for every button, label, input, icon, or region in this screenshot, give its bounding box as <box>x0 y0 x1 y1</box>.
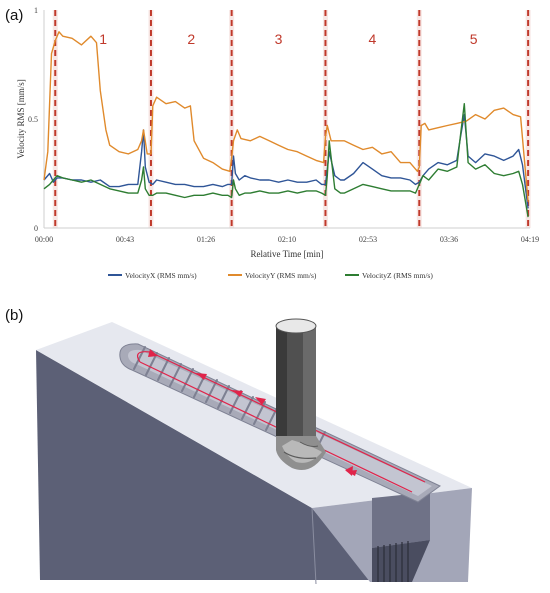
arrow-icon <box>196 373 207 380</box>
series-line-2 <box>43 31 529 202</box>
panel-label-b: (b) <box>5 307 23 324</box>
part-front-face <box>36 350 370 580</box>
y-axis-label: Velocity RMS [mm/s] <box>16 79 26 159</box>
pass-divider-shade <box>148 10 154 228</box>
pass-divider-shade <box>525 10 531 228</box>
legend-entry: VelocityX (RMS mm/s) <box>125 271 197 280</box>
x-axis-label: Relative Time [min] <box>251 249 324 259</box>
pass-label: 4 <box>368 31 376 47</box>
pass-divider-shade <box>416 10 422 228</box>
y-tick-label: 1 <box>34 6 38 15</box>
series-line-3 <box>43 102 529 218</box>
slot-cut-face <box>372 492 430 548</box>
series-lines <box>43 31 529 218</box>
milling-tool <box>275 318 326 470</box>
pass-label: 3 <box>275 31 283 47</box>
pass-divider-shade <box>52 10 58 228</box>
arrow-icon <box>148 349 158 357</box>
y-tick-label: 0.5 <box>28 115 38 124</box>
toolpath-arrowheads <box>148 349 357 476</box>
x-tick-labels: 00:00 00:43 01:26 02:10 02:53 03:36 04:19 <box>35 235 539 244</box>
arrow-icon <box>345 466 353 476</box>
y-tick-label: 0 <box>34 224 38 233</box>
x-tick-label: 03:36 <box>440 235 458 244</box>
x-tick-label: 01:26 <box>197 235 215 244</box>
legend-entry: VelocityY (RMS mm/s) <box>245 271 317 280</box>
series-line-1 <box>43 113 529 209</box>
y-tick-labels: 00.51 <box>28 6 38 233</box>
x-tick-label: 02:10 <box>278 235 296 244</box>
tool-top <box>275 318 317 334</box>
pass-label: 1 <box>99 31 107 47</box>
x-tick-label: 00:00 <box>35 235 53 244</box>
panel-label-a: (a) <box>5 7 23 24</box>
pass-divider-shade <box>322 10 328 228</box>
slot-wall <box>372 540 430 582</box>
legend-entry: VelocityZ (RMS mm/s) <box>362 271 433 280</box>
x-tick-label: 00:43 <box>116 235 134 244</box>
x-tick-label: 04:19 <box>521 235 539 244</box>
pass-divider-shade <box>229 10 235 228</box>
arrow-icon <box>232 390 243 397</box>
arrow-icon <box>255 397 266 405</box>
part-edge <box>311 507 317 585</box>
pass-label: 2 <box>187 31 195 47</box>
slot-grooves <box>377 541 409 582</box>
pass-label: 5 <box>470 31 478 47</box>
plot-area <box>44 10 530 228</box>
chart-legend: VelocityX (RMS mm/s) VelocityY (RMS mm/s)… <box>108 271 433 280</box>
machining-illustration <box>36 318 472 585</box>
x-tick-label: 02:53 <box>359 235 377 244</box>
